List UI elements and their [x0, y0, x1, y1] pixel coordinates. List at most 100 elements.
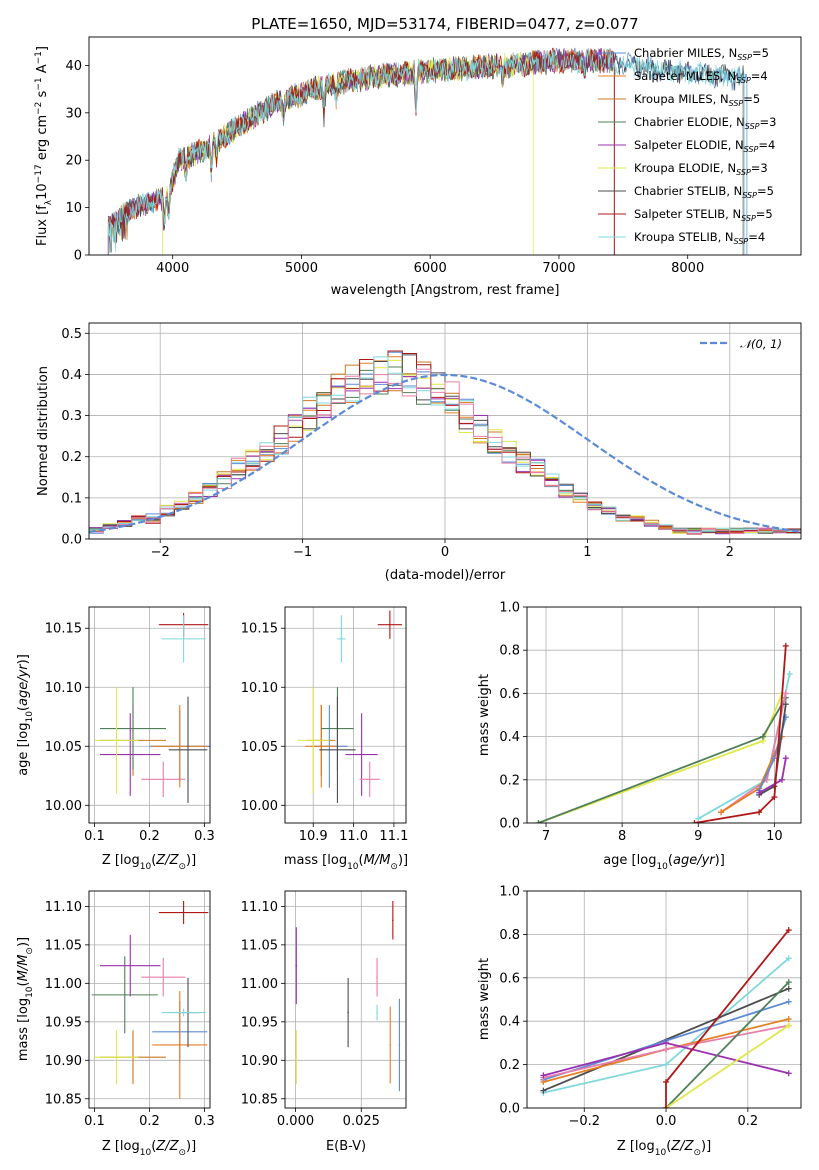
figure-title: PLATE=1650, MJD=53174, FIBERID=0477, z=0…: [251, 15, 638, 33]
weight-line-3: [538, 697, 787, 823]
y-tick-label: 1.0: [499, 601, 520, 616]
y-tick-label: 10.15: [45, 622, 82, 637]
y-axis-label: mass weight: [477, 958, 492, 1040]
data-point: [376, 1011, 378, 1014]
spectrum-series-8: [107, 48, 745, 255]
spectrum-series-4: [107, 48, 615, 255]
x-tick-label: 0.025: [343, 1114, 380, 1129]
y-tick-label: 0.2: [61, 450, 82, 465]
data-point: [368, 778, 371, 781]
data-point: [398, 1044, 401, 1046]
data-point: [187, 749, 189, 751]
data-point: [347, 1011, 349, 1014]
x-tick-label: 1: [583, 545, 591, 560]
y-tick-label: 0.8: [499, 644, 520, 659]
axes-frame: [284, 890, 407, 1109]
y-tick-label: 0.0: [499, 817, 520, 832]
data-point: [178, 745, 181, 748]
x-tick-label: 8: [618, 829, 626, 844]
x-axis-label: (data-model)/error: [385, 568, 506, 583]
weight-line-5: [538, 693, 783, 823]
y-tick-label: 0.8: [499, 928, 520, 943]
x-axis-label: Z [log10(Z/Z⊙)]: [102, 853, 196, 872]
data-point: [129, 753, 132, 756]
y-axis-label: mass weight: [477, 674, 492, 756]
x-tick-label: 9: [694, 829, 702, 844]
y-tick-label: 0.1: [61, 491, 82, 506]
plot-area: [285, 891, 406, 1108]
x-tick-label: 5000: [285, 261, 318, 276]
data-point: [389, 623, 391, 626]
x-tick-label: 10.9: [299, 829, 328, 844]
data-point: [392, 919, 394, 922]
data-point: [376, 976, 378, 978]
data-point: [340, 638, 343, 640]
y-tick-label: 20: [65, 154, 82, 169]
x-tick-label: 11.0: [339, 829, 368, 844]
data-point: [182, 1011, 185, 1014]
weight-line-7: [665, 929, 790, 1108]
data-point: [162, 778, 165, 781]
data-point: [162, 976, 165, 978]
x-tick-label: 0.3: [194, 829, 215, 844]
plot-area: [527, 607, 801, 823]
y-axis-label: Flux [fλ10−17 erg cm−2 s−1 A−1]: [34, 46, 54, 246]
panel-mass-weight-vs-Z: −0.2 0.0 0.2 0.0 0.2 0.4 0.6 0.8 1.0: [499, 885, 802, 1129]
y-tick-label: 10.05: [241, 740, 278, 755]
data-point: [115, 1056, 118, 1059]
legend-label: Chabrier ELODIE, NSSP=3: [634, 115, 776, 131]
y-tick-label: 10: [65, 201, 82, 216]
legend-label: Salpeter ELODIE, NSSP=4: [634, 138, 775, 154]
x-tick-label: −2: [151, 545, 170, 560]
x-axis-label: mass [log10(M/M⊙)]: [284, 853, 408, 872]
plot-area: [527, 891, 801, 1108]
legend-label: Chabrier MILES, NSSP=5: [634, 46, 769, 62]
y-tick-label: 11.00: [241, 977, 278, 992]
data-point: [312, 739, 315, 742]
weight-line-3: [665, 981, 790, 1108]
y-tick-label: 10.95: [45, 1015, 82, 1030]
data-point: [115, 739, 118, 742]
x-tick-label: 7: [542, 829, 550, 844]
axes-frame: [88, 322, 802, 540]
y-tick-label: 1.0: [499, 885, 520, 900]
legend-label: Salpeter STELIB, NSSP=5: [634, 207, 773, 223]
axes-frame: [88, 606, 211, 824]
panel-age-vs-Z: 0.1 0.2 0.3 10.00 10.05 10.10 10.15: [45, 606, 215, 844]
plot-area: [285, 607, 406, 823]
y-tick-label: 10.90: [241, 1054, 278, 1069]
weight-line-7: [694, 645, 787, 823]
x-tick-label: 7000: [542, 261, 575, 276]
y-tick-label: 10.10: [241, 681, 278, 696]
legend-label: Chabrier STELIB, NSSP=5: [634, 184, 774, 200]
y-axis-label: age [log10(age/yr)]: [16, 654, 35, 776]
data-point: [182, 911, 185, 914]
plot-area: [89, 323, 801, 539]
x-tick-label: 11.1: [379, 829, 408, 844]
y-tick-label: 10.05: [45, 740, 82, 755]
x-tick-label: −0.2: [568, 1114, 600, 1129]
data-point: [389, 1044, 392, 1046]
y-tick-label: 30: [65, 106, 82, 121]
x-tick-label: 0.2: [139, 1114, 160, 1129]
panel-residual-histogram: −2 −1 0 1 2 0.0 0.1 0.2 0.3 0.4 0.5 𝒩(0, 1): [61, 322, 802, 560]
x-tick-label: 4000: [156, 261, 189, 276]
x-tick-label: 0.1: [84, 1114, 105, 1129]
y-tick-label: 0.4: [499, 730, 520, 745]
x-tick-label: 0.0: [656, 1114, 677, 1129]
y-tick-label: 10.00: [241, 799, 278, 814]
x-tick-label: 0.2: [139, 829, 160, 844]
x-axis-label: E(B-V): [326, 1139, 366, 1154]
axes-frame: [88, 36, 802, 256]
y-tick-label: 10.95: [241, 1015, 278, 1030]
x-tick-label: 6000: [414, 261, 447, 276]
y-tick-label: 0: [74, 249, 82, 264]
y-tick-label: 0.0: [61, 533, 82, 548]
y-tick-label: 40: [65, 59, 82, 74]
panel-spectrum: 4000 5000 6000 7000 8000 0 10 20 30 40 Chabrier MI…: [65, 36, 802, 276]
plot-area: [107, 47, 748, 255]
data-point: [123, 994, 126, 996]
x-tick-label: −1: [293, 545, 312, 560]
x-axis-label: age [log10(age/yr)]: [603, 853, 725, 872]
